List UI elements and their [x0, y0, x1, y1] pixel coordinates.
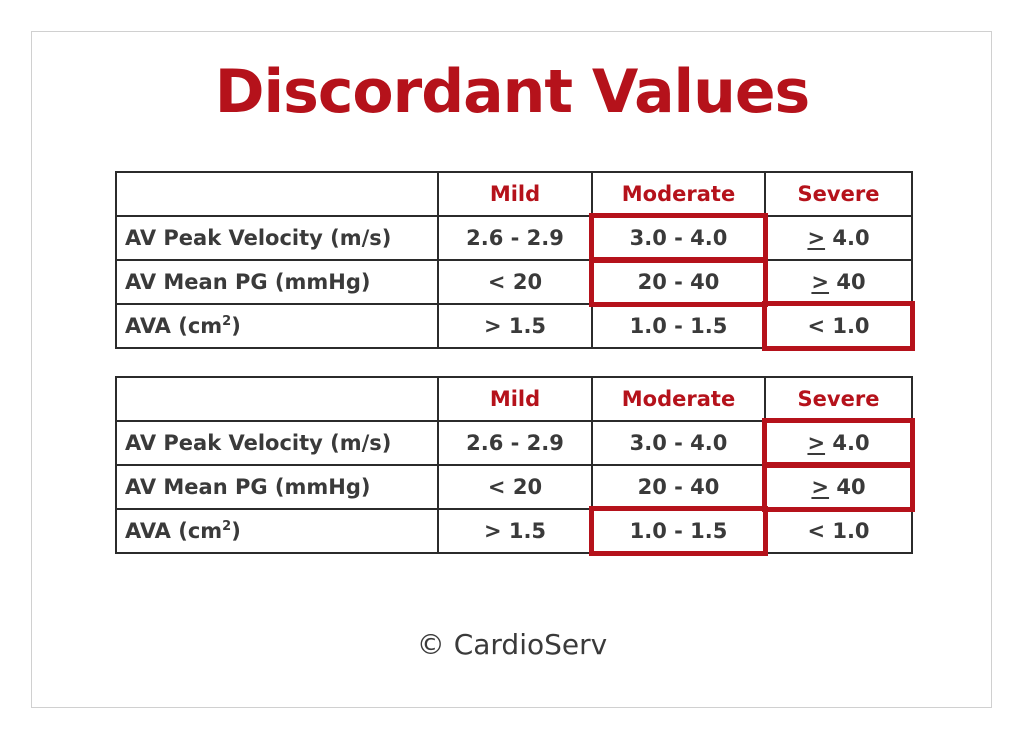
- cell-moderate: 1.0 - 1.5: [591, 303, 766, 349]
- header-blank: [115, 376, 439, 422]
- row-label-mean-pg: AV Mean PG (mmHg): [115, 259, 439, 305]
- severity-table-2: Mild Moderate Severe AV Peak Velocity (m…: [115, 376, 916, 557]
- page-title: Discordant Values: [214, 57, 811, 127]
- cell-severe: > 40: [764, 259, 913, 305]
- cell-moderate-highlighted: 3.0 - 4.0: [590, 214, 769, 264]
- header-mild: Mild: [437, 376, 593, 422]
- cell-mild: > 1.5: [437, 303, 593, 349]
- table-row: AVA (cm2) > 1.5 1.0 - 1.5 < 1.0: [115, 507, 913, 557]
- cell-moderate: 20 - 40: [591, 464, 766, 510]
- ava-label-text: AVA (cm: [125, 314, 223, 338]
- cell-mild: < 20: [437, 259, 593, 305]
- table-row: AV Peak Velocity (m/s) 2.6 - 2.9 3.0 - 4…: [115, 214, 913, 264]
- geq-symbol: >: [811, 475, 830, 499]
- table-row: AV Mean PG (mmHg) < 20 20 - 40 > 40: [115, 463, 916, 513]
- ava-label-superscript: 2: [222, 519, 232, 534]
- cell-severe-highlighted: > 4.0: [763, 419, 916, 469]
- ava-label-close: ): [231, 314, 241, 338]
- row-label-ava: AVA (cm2): [115, 303, 439, 349]
- ava-label-superscript: 2: [222, 314, 232, 329]
- header-moderate: Moderate: [591, 171, 766, 217]
- table-row: AV Peak Velocity (m/s) 2.6 - 2.9 3.0 - 4…: [115, 419, 916, 469]
- ava-label-close: ): [231, 519, 241, 543]
- geq-symbol: >: [807, 431, 826, 455]
- table-header-row: Mild Moderate Severe: [115, 171, 913, 217]
- copyright-text: © CardioServ: [416, 628, 608, 661]
- row-label-peak-velocity: AV Peak Velocity (m/s): [115, 420, 439, 466]
- header-severe: Severe: [764, 171, 913, 217]
- severity-table-1: Mild Moderate Severe AV Peak Velocity (m…: [115, 171, 916, 352]
- geq-symbol: >: [807, 226, 826, 250]
- cell-moderate: 3.0 - 4.0: [591, 420, 766, 466]
- severe-value: 40: [829, 475, 866, 499]
- content-frame: [31, 31, 992, 708]
- table-header-row: Mild Moderate Severe: [115, 376, 913, 422]
- geq-symbol: >: [811, 270, 830, 294]
- cell-severe: > 4.0: [764, 215, 913, 261]
- row-label-peak-velocity: AV Peak Velocity (m/s): [115, 215, 439, 261]
- row-label-ava: AVA (cm2): [115, 508, 439, 554]
- severe-value: 4.0: [825, 226, 870, 250]
- cell-mild: < 20: [437, 464, 593, 510]
- table-row: AV Mean PG (mmHg) < 20 20 - 40 > 40: [115, 258, 913, 308]
- cell-moderate-highlighted: 1.0 - 1.5: [590, 507, 769, 557]
- header-blank: [115, 171, 439, 217]
- cell-moderate-highlighted: 20 - 40: [590, 258, 769, 308]
- header-mild: Mild: [437, 171, 593, 217]
- table-row: AVA (cm2) > 1.5 1.0 - 1.5 < 1.0: [115, 302, 916, 352]
- ava-label-text: AVA (cm: [125, 519, 223, 543]
- cell-mild: > 1.5: [437, 508, 593, 554]
- cell-severe-highlighted: < 1.0: [763, 302, 916, 352]
- row-label-mean-pg: AV Mean PG (mmHg): [115, 464, 439, 510]
- cell-severe: < 1.0: [764, 508, 913, 554]
- cell-mild: 2.6 - 2.9: [437, 420, 593, 466]
- severe-value: 4.0: [825, 431, 870, 455]
- header-moderate: Moderate: [591, 376, 766, 422]
- severe-value: 40: [829, 270, 866, 294]
- cell-severe-highlighted: > 40: [763, 463, 916, 513]
- header-severe: Severe: [764, 376, 913, 422]
- cell-mild: 2.6 - 2.9: [437, 215, 593, 261]
